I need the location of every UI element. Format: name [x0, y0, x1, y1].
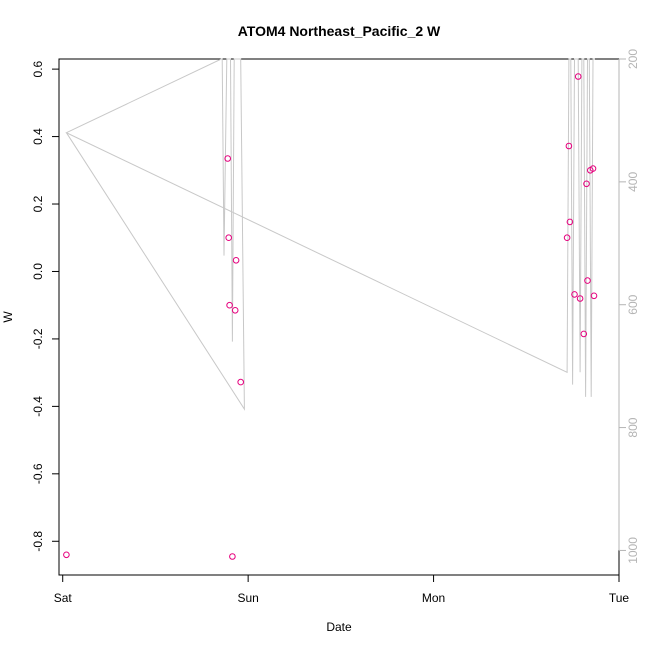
plot-area-frame [58, 58, 620, 576]
data-point [583, 180, 590, 188]
depth-line [65, 58, 595, 411]
data-point [237, 378, 244, 386]
data-point [590, 292, 598, 300]
data-point [574, 73, 582, 80]
chart-title: ATOM4 Northeast_Pacific_2 W [238, 23, 441, 39]
y-tick-label: 0.4 [31, 128, 45, 145]
data-point [225, 234, 232, 241]
w-series [63, 73, 598, 560]
y-tick-label: 0.0 [31, 263, 45, 280]
data-point [584, 277, 591, 284]
y-axis-left: -0.8 -0.6 -0.4 -0.2 0.0 0.2 0.4 0.6 [31, 60, 60, 552]
depth-series [65, 58, 595, 411]
data-point [229, 553, 236, 560]
y-tick-label: -0.6 [31, 463, 45, 484]
x-axis-label: Date [326, 620, 352, 634]
x-axis: Sat Sun Mon Tue [54, 574, 630, 605]
right-tick-label: 400 [626, 172, 640, 192]
x-tick-label: Sat [54, 591, 73, 605]
y-tick-label: -0.2 [31, 328, 45, 349]
right-tick-label: 800 [626, 417, 640, 437]
y-tick-label: 0.2 [31, 195, 45, 212]
y-tick-label: -0.8 [31, 531, 45, 552]
x-tick-label: Tue [609, 591, 630, 605]
data-point [576, 295, 584, 302]
y-tick-label: -0.4 [31, 396, 45, 417]
data-point [231, 307, 239, 314]
data-point [571, 291, 578, 298]
x-tick-label: Mon [422, 591, 445, 605]
data-point [63, 551, 70, 559]
y-tick-label: 0.6 [31, 60, 45, 77]
data-point [232, 257, 240, 264]
right-tick-label: 1000 [626, 537, 640, 564]
data-point [565, 142, 573, 150]
right-tick-label: 600 [626, 294, 640, 314]
data-point [224, 155, 231, 162]
x-tick-label: Sun [237, 591, 258, 605]
y-axis-label: W [1, 311, 15, 323]
data-point [589, 165, 597, 172]
data-point [563, 234, 571, 241]
right-tick-label: 200 [626, 49, 640, 69]
y-axis-right: 200 400 600 800 1000 [618, 49, 640, 564]
data-point [580, 330, 588, 338]
data-point [566, 218, 574, 226]
data-point [226, 301, 233, 309]
